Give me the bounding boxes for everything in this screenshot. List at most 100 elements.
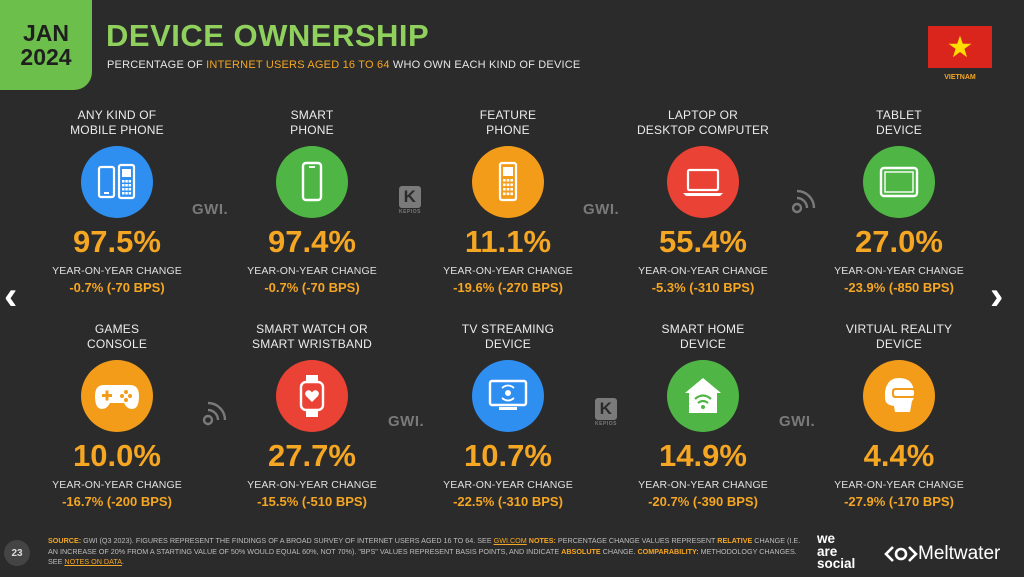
yoy-label: YEAR-ON-YEAR CHANGE [52, 265, 182, 277]
datareportal-logo [789, 186, 819, 220]
mobile-phones-icon [81, 146, 153, 218]
gamepad-icon [81, 360, 153, 432]
meltwater-icon [884, 546, 918, 562]
tablet-icon [863, 146, 935, 218]
we-are-social-logo: we are social [817, 531, 856, 571]
gwi-logo: GWI. [779, 413, 816, 430]
yoy-value: -0.7% (-70 BPS) [264, 280, 360, 295]
page-title: DEVICE OWNERSHIP [106, 18, 430, 53]
gwi-logo: GWI. [388, 413, 425, 430]
device-label-line2: DEVICE [680, 337, 726, 351]
device-label-line1: TV STREAMING [461, 322, 555, 336]
kepios-k-icon: K [399, 186, 421, 208]
meltwater-logo: Meltwater [884, 543, 1000, 565]
vr-headset-icon [863, 360, 935, 432]
device-label-line2: CONSOLE [86, 337, 148, 351]
device-label-line2: DEVICE [876, 123, 922, 137]
subtitle-post: WHO OWN EACH KIND OF DEVICE [389, 59, 581, 71]
device-value: 11.1% [464, 224, 552, 259]
feature-phone-icon [472, 146, 544, 218]
device-label-line2: PHONE [486, 123, 530, 137]
gwi-link[interactable]: GWI.COM [493, 536, 527, 545]
yoy-label: YEAR-ON-YEAR CHANGE [638, 479, 768, 491]
yoy-label: YEAR-ON-YEAR CHANGE [834, 479, 964, 491]
yoy-value: -15.5% (-510 BPS) [257, 494, 367, 509]
kepios-logo: K KEPIOS [397, 186, 423, 215]
device-label-line1: ANY KIND OF [77, 108, 157, 122]
device-label-line2: DEVICE [485, 337, 531, 351]
device-card-laptop: LAPTOP OR DESKTOP COMPUTER 55.4% YEAR-ON-… [618, 108, 788, 295]
device-label-line2: MOBILE PHONE [70, 123, 164, 137]
page-number: 23 [4, 540, 30, 566]
device-card-smartwatch: SMART WATCH OR SMART WRISTBAND 27.7% YEAR… [227, 322, 397, 509]
device-label-line1: LAPTOP OR [667, 108, 739, 122]
footer-notes: SOURCE: GWI (Q3 2023). FIGURES REPRESENT… [48, 536, 801, 566]
gwi-logo: GWI. [192, 201, 229, 218]
yoy-label: YEAR-ON-YEAR CHANGE [443, 265, 573, 277]
device-card-vr: VIRTUAL REALITY DEVICE 4.4% YEAR-ON-YEAR … [814, 322, 984, 509]
device-value: 27.7% [268, 438, 356, 473]
yoy-label: YEAR-ON-YEAR CHANGE [247, 479, 377, 491]
device-value: 4.4% [863, 438, 935, 473]
date-month: JAN [22, 20, 69, 46]
device-card-smartphone: SMART PHONE 97.4% YEAR-ON-YEAR CHANGE -0.… [227, 108, 397, 295]
yoy-label: YEAR-ON-YEAR CHANGE [247, 265, 377, 277]
vietnam-flag [928, 26, 992, 68]
device-label-line2: DEVICE [876, 337, 922, 351]
device-value: 27.0% [855, 224, 943, 259]
device-card-smart-home: SMART HOME DEVICE 14.9% YEAR-ON-YEAR CHAN… [618, 322, 788, 509]
device-value: 97.5% [73, 224, 161, 259]
device-label-line1: SMART HOME [661, 322, 745, 336]
page-subtitle: PERCENTAGE OF INTERNET USERS AGED 16 TO … [107, 59, 580, 71]
device-card-feature-phone: FEATURE PHONE 11.1% YEAR-ON-YEAR CHANGE -… [423, 108, 593, 295]
device-label-line1: VIRTUAL REALITY [845, 322, 953, 336]
yoy-value: -19.6% (-270 BPS) [453, 280, 563, 295]
device-label-line1: SMART [290, 108, 334, 122]
kepios-text: KEPIOS [399, 209, 421, 215]
device-label-line2: DESKTOP COMPUTER [636, 123, 770, 137]
yoy-value: -0.7% (-70 BPS) [69, 280, 165, 295]
device-card-games-console: GAMES CONSOLE 10.0% YEAR-ON-YEAR CHANGE -… [32, 322, 202, 509]
yoy-label: YEAR-ON-YEAR CHANGE [638, 265, 768, 277]
tv-streaming-icon [472, 360, 544, 432]
kepios-text: KEPIOS [595, 421, 617, 427]
laptop-icon [667, 146, 739, 218]
device-label-line2: SMART WRISTBAND [252, 337, 372, 351]
next-slide-button[interactable]: › [990, 274, 1004, 318]
device-value: 97.4% [268, 224, 356, 259]
smartwatch-icon [276, 360, 348, 432]
date-year: 2024 [20, 44, 72, 70]
device-label-line1: FEATURE [479, 108, 537, 122]
yoy-value: -5.3% (-310 BPS) [651, 280, 755, 295]
datareportal-icon [791, 189, 816, 214]
smart-home-icon [667, 360, 739, 432]
yoy-label: YEAR-ON-YEAR CHANGE [52, 479, 182, 491]
meltwater-text: Meltwater [918, 543, 1001, 564]
star-icon [948, 35, 972, 58]
yoy-value: -27.9% (-170 BPS) [844, 494, 954, 509]
yoy-label: YEAR-ON-YEAR CHANGE [443, 479, 573, 491]
device-card-mobile-phone: ANY KIND OF MOBILE PHONE 97.5% YEAR-ON-YE… [32, 108, 202, 295]
datareportal-logo [200, 398, 230, 432]
notes-on-data-link[interactable]: NOTES ON DATA [64, 557, 123, 566]
device-card-tv-streaming: TV STREAMING DEVICE 10.7% YEAR-ON-YEAR CH… [423, 322, 593, 509]
subtitle-pre: PERCENTAGE OF [107, 59, 207, 71]
device-label-line1: GAMES [94, 322, 140, 336]
yoy-label: YEAR-ON-YEAR CHANGE [834, 265, 964, 277]
device-label-line1: SMART WATCH OR [256, 322, 368, 336]
prev-slide-button[interactable]: ‹ [4, 274, 18, 318]
yoy-value: -23.9% (-850 BPS) [844, 280, 954, 295]
date-badge: JAN 2024 [0, 0, 92, 90]
device-card-tablet: TABLET DEVICE 27.0% YEAR-ON-YEAR CHANGE -… [814, 108, 984, 295]
kepios-k-icon: K [595, 398, 617, 420]
device-value: 14.9% [659, 438, 747, 473]
subtitle-highlight: INTERNET USERS AGED 16 TO 64 [206, 59, 390, 71]
device-label-line2: PHONE [290, 123, 334, 137]
datareportal-icon [202, 401, 227, 426]
country-label: VIETNAM [944, 74, 976, 81]
device-value: 10.7% [464, 438, 552, 473]
kepios-logo: K KEPIOS [593, 398, 619, 427]
yoy-value: -20.7% (-390 BPS) [648, 494, 758, 509]
device-label-line1: TABLET [876, 108, 922, 122]
device-value: 10.0% [73, 438, 161, 473]
